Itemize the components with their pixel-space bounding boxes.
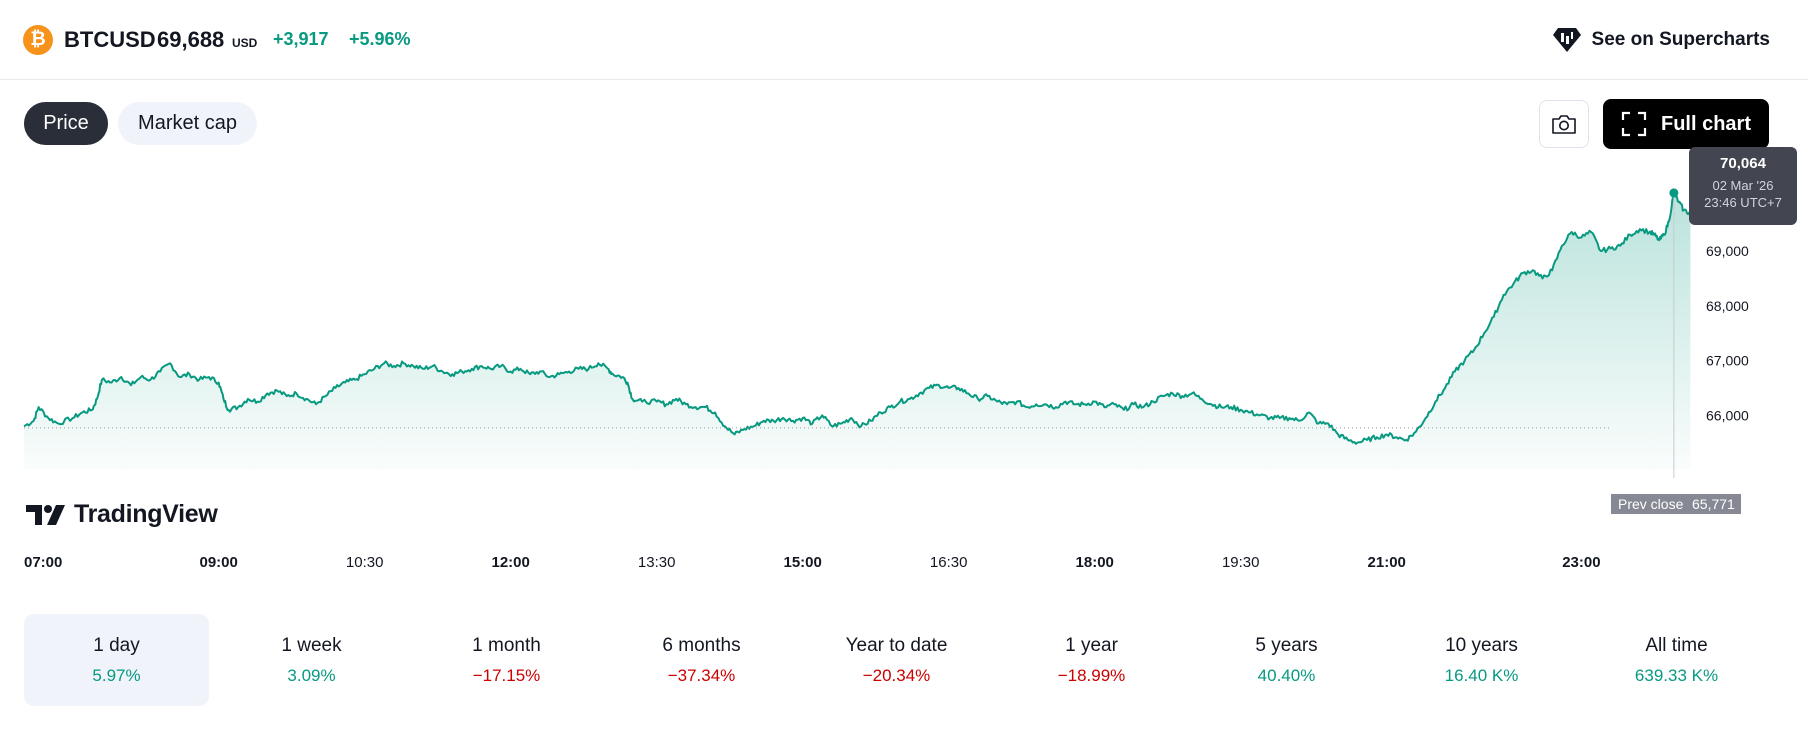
full-chart-button[interactable]: Full chart: [1603, 99, 1769, 149]
tradingview-wordmark: TradingView: [74, 500, 218, 528]
period-label: 1 week: [281, 635, 342, 656]
fullscreen-icon: [1621, 111, 1647, 137]
symbol-name: BTCUSD: [64, 27, 156, 52]
period-label: 10 years: [1445, 635, 1518, 656]
screenshot-button[interactable]: [1539, 100, 1589, 148]
tradingview-logo-icon: [26, 504, 65, 525]
period-label: 1 day: [93, 635, 140, 656]
period-5-years[interactable]: 5 years 40.40%: [1194, 614, 1379, 706]
x-tick-label: 16:30: [930, 554, 968, 571]
x-tick-label: 13:30: [638, 554, 676, 571]
supercharts-icon: [1552, 28, 1581, 52]
period-label: Year to date: [845, 635, 948, 656]
prev-close-label: Prev close: [1611, 494, 1691, 514]
x-tick-label: 09:00: [199, 554, 237, 571]
period-label: 1 month: [472, 635, 541, 656]
y-tick-label: 67,000: [1706, 353, 1749, 369]
y-tick-label: 68,000: [1706, 298, 1749, 314]
period-value: −20.34%: [862, 666, 931, 685]
header: ₿ BTCUSD 69,688 USD +3,917 +5.96% See on…: [0, 0, 1808, 80]
period-value: 40.40%: [1257, 666, 1316, 685]
x-tick-label: 07:00: [24, 554, 62, 571]
period-1-week[interactable]: 1 week 3.09%: [219, 614, 404, 706]
period-selector: 1 day 5.97% 1 week 3.09% 1 month −17.15%…: [24, 614, 1784, 706]
period-year-to-date[interactable]: Year to date −20.34%: [804, 614, 989, 706]
tooltip-time: 23:46 UTC+7: [1704, 195, 1782, 210]
bitcoin-icon: ₿: [23, 25, 53, 55]
x-tick-label: 10:30: [346, 554, 384, 571]
period-label: 6 months: [662, 635, 741, 656]
period-1-month[interactable]: 1 month −17.15%: [414, 614, 599, 706]
currency-label: USD: [232, 36, 258, 50]
tooltip-date: 02 Mar '26: [1712, 178, 1774, 193]
period-label: 1 year: [1065, 635, 1118, 656]
see-on-supercharts-link[interactable]: See on Supercharts: [1552, 22, 1770, 58]
period-value: −37.34%: [667, 666, 736, 685]
x-tick-label: 18:00: [1076, 554, 1114, 571]
period-value: −17.15%: [472, 666, 541, 685]
tradingview-watermark: TradingView: [26, 500, 218, 529]
period-value: −18.99%: [1057, 666, 1126, 685]
crosshair-point: [1669, 188, 1679, 198]
tab-market-cap[interactable]: Market cap: [118, 102, 257, 145]
current-price: 69,688: [157, 27, 225, 52]
y-tick-label: 69,000: [1706, 243, 1749, 259]
period-6-months[interactable]: 6 months −37.34%: [609, 614, 794, 706]
price-chart[interactable]: 66,000 67,000 68,000 69,000 07:00 09:00 10:30 1…: [0, 150, 1808, 580]
period-value: 5.97%: [92, 666, 141, 685]
price-tooltip: 70,064 02 Mar '26 23:46 UTC+7: [1689, 147, 1797, 225]
period-label: 5 years: [1255, 635, 1318, 656]
y-tick-label: 66,000: [1706, 407, 1749, 423]
full-chart-label: Full chart: [1660, 112, 1751, 135]
x-tick-label: 23:00: [1562, 554, 1600, 571]
camera-icon: [1552, 115, 1576, 134]
period-1-day[interactable]: 1 day 5.97%: [24, 614, 209, 706]
x-tick-label: 19:30: [1222, 554, 1260, 571]
tab-price[interactable]: Price: [24, 102, 108, 145]
tooltip-value: 70,064: [1720, 155, 1766, 172]
period-label: All time: [1645, 635, 1708, 656]
price-line: [23, 191, 1692, 445]
x-tick-label: 15:00: [784, 554, 822, 571]
period-value: 16.40 K%: [1444, 666, 1519, 685]
price-change-absolute: +3,917: [273, 29, 329, 49]
period-10-years[interactable]: 10 years 16.40 K%: [1389, 614, 1574, 706]
price-area-fill: [24, 192, 1691, 470]
period-1-year[interactable]: 1 year −18.99%: [999, 614, 1184, 706]
period-value: 3.09%: [287, 666, 336, 685]
period-all-time[interactable]: All time 639.33 K%: [1584, 614, 1769, 706]
period-value: 639.33 K%: [1634, 666, 1719, 685]
prev-close-value: 65,771: [1686, 494, 1741, 514]
price-change-percent: +5.96%: [349, 29, 411, 49]
supercharts-label: See on Supercharts: [1591, 29, 1770, 50]
x-tick-label: 12:00: [491, 554, 529, 571]
x-tick-label: 21:00: [1368, 554, 1406, 571]
